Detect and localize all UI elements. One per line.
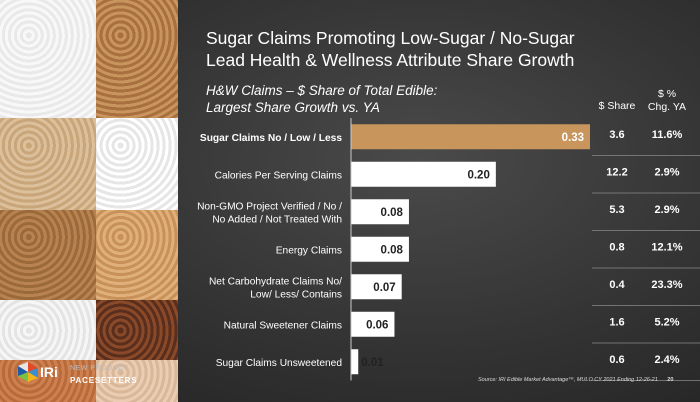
subtitle-line-2: Largest Share Growth vs. YA (206, 100, 380, 115)
iri-logo: IRi NEW PRODUCT PACESETTERS (18, 362, 178, 394)
share-value: 0.4 (609, 279, 625, 291)
bar-value-label: 0.20 (467, 169, 489, 181)
chg-value: 2.9% (654, 166, 679, 178)
category-label: Calories Per Serving Claims (215, 170, 342, 181)
chg-value: 11.6% (652, 129, 683, 141)
subtitle-line-1: H&W Claims – $ Share of Total Edible: (206, 83, 438, 98)
share-value: 0.8 (609, 241, 624, 253)
share-value: 0.6 (609, 354, 624, 366)
category-label: Energy Claims (276, 245, 342, 256)
iri-brand: IRi (40, 364, 58, 380)
chg-value: 5.2% (654, 316, 679, 328)
sugar-photo-tile (96, 210, 178, 300)
iri-logo-mark-icon (18, 362, 38, 382)
sugar-photo-tile (0, 210, 96, 300)
category-label: Natural Sweetener Claims (224, 320, 342, 331)
logo-tagline-1: NEW PRODUCT (70, 365, 129, 372)
bar-value-label: 0.06 (366, 319, 388, 331)
sugar-photo-tile (0, 118, 96, 210)
col-header-chg: $ % Chg. YA (640, 88, 694, 114)
bar (351, 274, 402, 300)
bar (351, 199, 409, 225)
bar-value-label: 0.08 (381, 207, 404, 219)
category-label: Net Carbohydrate Claims No/ (209, 276, 342, 287)
share-value: 1.6 (609, 316, 624, 328)
source-note: Source: IRI Edible Market Advantage™, MU… (478, 377, 673, 383)
bar (351, 349, 359, 375)
title-line-1: Sugar Claims Promoting Low-Sugar / No-Su… (206, 28, 575, 48)
bar (351, 161, 496, 187)
page-number: 20 (667, 377, 674, 383)
chg-value: 2.4% (654, 354, 679, 366)
category-label: Sugar Claims Unsweetened (216, 358, 343, 369)
col-header-chg-line-1: $ % (657, 88, 677, 100)
bar (351, 311, 395, 337)
logo-tagline-2: PACESETTERS (70, 376, 138, 385)
category-label: Low/ Less/ Contains (250, 289, 342, 300)
category-label: No Added / Not Treated With (212, 214, 342, 225)
sugar-photo-panel (0, 0, 178, 402)
chg-value: 12.1% (651, 241, 682, 253)
bar-value-label: 0.07 (373, 282, 395, 294)
sugar-photo-tile (96, 360, 178, 402)
bar (351, 124, 590, 150)
sugar-photo-tile (0, 360, 96, 402)
chg-value: 2.9% (654, 204, 679, 216)
sugar-photo-tile (96, 0, 178, 118)
page-title: Sugar Claims Promoting Low-Sugar / No-Su… (206, 27, 686, 71)
share-value: 5.3 (609, 204, 624, 216)
col-header-share: $ Share (598, 100, 636, 112)
col-header-chg-line-2: Chg. YA (647, 101, 687, 113)
share-value: 3.6 (609, 129, 624, 141)
bar (351, 236, 409, 262)
sugar-photo-tile (0, 0, 96, 118)
chart-subtitle: H&W Claims – $ Share of Total Edible: La… (206, 82, 466, 116)
share-value: 12.2 (606, 166, 627, 178)
sugar-photo-tile (96, 118, 178, 210)
bar-value-label: 0.33 (562, 132, 584, 144)
bar-value-label: 0.08 (381, 244, 404, 256)
chg-value: 23.3% (651, 279, 682, 291)
category-label: Non-GMO Project Verified / No / (197, 201, 342, 212)
category-label: Sugar Claims No / Low / Less (200, 133, 342, 144)
title-line-2: Lead Health & Wellness Attribute Share G… (206, 50, 575, 70)
bar-value-label: 0.01 (361, 357, 384, 369)
source-text: Source: IRI Edible Market Advantage™, MU… (478, 377, 658, 383)
